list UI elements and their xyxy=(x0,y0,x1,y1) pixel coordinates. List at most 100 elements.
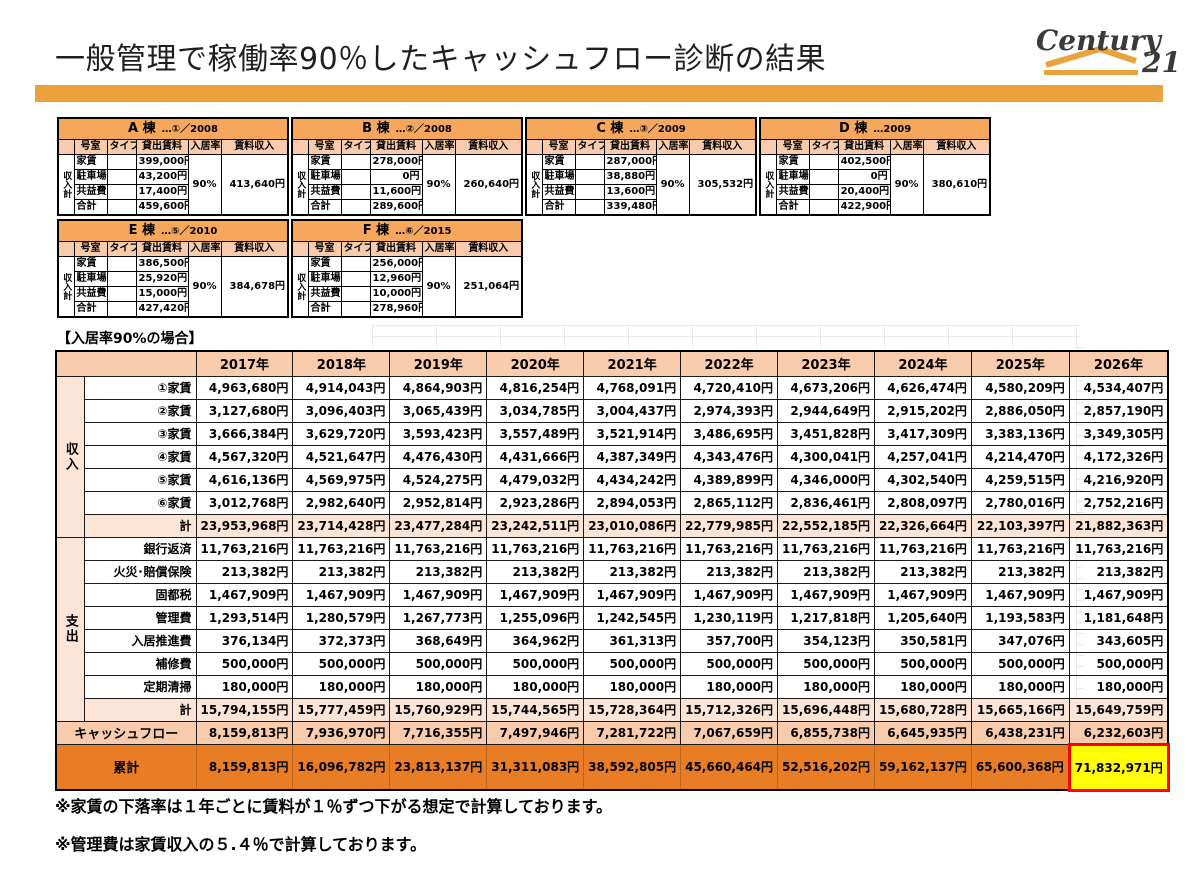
type-cell xyxy=(340,169,371,185)
building-data-row: 駐車場 12,960円 xyxy=(292,271,522,287)
type-cell xyxy=(340,256,371,272)
building-name: D 棟 xyxy=(839,121,868,136)
value-cell: 4,673,206円 xyxy=(777,375,875,400)
year-header-cell: 2017年 xyxy=(195,350,294,377)
year-header-cell: 2020年 xyxy=(486,350,585,377)
rent-value: 38,880円 xyxy=(603,169,657,185)
row-label: 合計 xyxy=(307,199,342,216)
row-label: 合計 xyxy=(73,301,108,318)
building-tables-row-1: A 棟…①／2008号室タイプ貸出賃料入居率賃料収入収入計家賃399,000円9… xyxy=(57,117,993,216)
value-cell: 4,389,899円 xyxy=(680,467,779,492)
building-table: B 棟 …②／2008 号室タイプ貸出賃料入居率賃料収入収入計家賃 278,000円9… xyxy=(291,117,524,216)
value-cell: 15,777,459円 xyxy=(292,697,391,722)
column-header: 入居率 xyxy=(187,241,222,257)
occupancy-value: 90% xyxy=(187,256,222,318)
income-row: ③家賃 3,666,384円 3,629,720円 3,593,423円 3,557,4… xyxy=(56,421,1169,446)
building-table: D 棟 …2009 号室タイプ貸出賃料入居率賃料収入収入計家賃 402,500円90%… xyxy=(759,117,992,216)
value-cell: 23,242,511円 xyxy=(486,513,585,538)
century21-logo-graphic: Century 21 xyxy=(1036,24,1181,79)
column-header: 貸出賃料 xyxy=(135,139,189,155)
logo-baseline xyxy=(1044,70,1138,75)
value-cell: 357,700円 xyxy=(680,628,779,653)
value-cell: 4,524,275円 xyxy=(389,467,488,492)
column-header: タイプ xyxy=(106,139,137,155)
income-row: ②家賃 3,127,680円 3,096,403円 3,065,439円 3,034,7… xyxy=(56,398,1169,423)
expense-row: 固都税 1,467,909円 1,467,909円 1,467,909円 1,467,9… xyxy=(56,582,1169,607)
income-group-label: 収入 xyxy=(55,375,85,538)
rent-value: 399,000円 xyxy=(135,154,189,170)
value-cell: 11,763,216円 xyxy=(970,536,1070,561)
corner-cell xyxy=(759,139,777,155)
column-header: 入居率 xyxy=(187,139,222,155)
value-cell: 3,666,384円 xyxy=(195,421,294,446)
value-cell: 2,752,216円 xyxy=(1068,490,1169,515)
value-cell: 1,230,119円 xyxy=(680,605,779,630)
column-header: 賃料収入 xyxy=(220,241,289,257)
column-header: タイプ xyxy=(340,241,371,257)
value-cell: 213,382円 xyxy=(777,559,875,584)
type-cell xyxy=(808,154,839,170)
value-cell: 500,000円 xyxy=(873,651,972,676)
value-cell: 3,096,403円 xyxy=(292,398,391,423)
value-cell: 213,382円 xyxy=(873,559,972,584)
building-columns-row: 号室タイプ貸出賃料入居率賃料収入 xyxy=(57,139,289,155)
logo-roof-icon xyxy=(1045,45,1137,68)
column-header: 賃料収入 xyxy=(454,241,523,257)
value-cell: 15,712,326円 xyxy=(680,697,779,722)
value-cell: 500,000円 xyxy=(1068,651,1169,676)
cashflow-value-cell: 6,232,603円 xyxy=(1068,720,1169,745)
building-table: A 棟 …①／2008 号室タイプ貸出賃料入居率賃料収入収入計家賃 399,000円9… xyxy=(57,117,289,216)
expense-total-row: 計 15,794,155円 15,777,459円 15,760,929円 15,744… xyxy=(56,697,1169,722)
row-label: 合計 xyxy=(73,199,108,216)
type-cell xyxy=(106,271,137,287)
value-cell: 180,000円 xyxy=(389,674,488,699)
value-cell: 213,382円 xyxy=(583,559,682,584)
building-data-row: 駐車場 25,920円 xyxy=(58,271,288,287)
value-cell: 180,000円 xyxy=(292,674,391,699)
rent-value: 339,480円 xyxy=(603,199,657,216)
value-cell: 1,467,909円 xyxy=(777,582,875,607)
income-row-label: ③家賃 xyxy=(83,421,197,446)
value-cell: 2,923,286円 xyxy=(486,490,585,515)
column-header: 賃料収入 xyxy=(220,139,289,155)
expense-row-label: 管理費 xyxy=(83,605,197,630)
column-header: 賃料収入 xyxy=(454,139,523,155)
value-cell: 3,521,914円 xyxy=(583,421,682,446)
column-header: 入居率 xyxy=(655,139,690,155)
value-cell: 213,382円 xyxy=(970,559,1070,584)
value-cell: 4,431,666円 xyxy=(486,444,585,469)
building-tag: …②／2008 xyxy=(395,124,452,135)
row-label: 共益費 xyxy=(307,184,342,200)
income-row-label: ②家賃 xyxy=(83,398,197,423)
building-table: E 棟 …⑤／2010 号室タイプ貸出賃料入居率賃料収入収入計家賃 386,500円9… xyxy=(57,219,290,318)
value-cell: 15,760,929円 xyxy=(389,697,488,722)
column-header: 号室 xyxy=(307,241,342,257)
value-cell: 1,467,909円 xyxy=(1068,582,1169,607)
column-header: 号室 xyxy=(775,139,810,155)
value-cell: 213,382円 xyxy=(195,559,294,584)
income-row: 収入 ①家賃 4,963,680円 4,914,043円 4,864,903円 4,816… xyxy=(55,375,1169,538)
value-cell: 1,467,909円 xyxy=(486,582,585,607)
value-cell: 1,181,648円 xyxy=(1068,605,1169,630)
value-cell: 4,300,041円 xyxy=(777,444,875,469)
occupancy-value: 90% xyxy=(187,154,222,216)
rent-value: 278,000円 xyxy=(369,154,423,170)
value-cell: 4,963,680円 xyxy=(195,375,294,400)
value-cell: 361,313円 xyxy=(583,628,682,653)
building-name: F 棟 xyxy=(362,223,390,238)
type-cell xyxy=(340,154,371,170)
row-label: 駐車場 xyxy=(73,271,108,287)
rental-income-value: 384,678円 xyxy=(220,256,289,318)
type-cell xyxy=(106,301,137,318)
value-cell: 500,000円 xyxy=(195,651,294,676)
building-data-row: 共益費 15,000円 xyxy=(58,286,288,302)
value-cell: 3,417,309円 xyxy=(873,421,972,446)
cumulative-label: 累計 xyxy=(55,743,197,791)
expense-row-label: 補修費 xyxy=(83,651,197,676)
cumulative-value-cell: 31,311,083円 xyxy=(486,743,585,791)
value-cell: 4,476,430円 xyxy=(389,444,488,469)
